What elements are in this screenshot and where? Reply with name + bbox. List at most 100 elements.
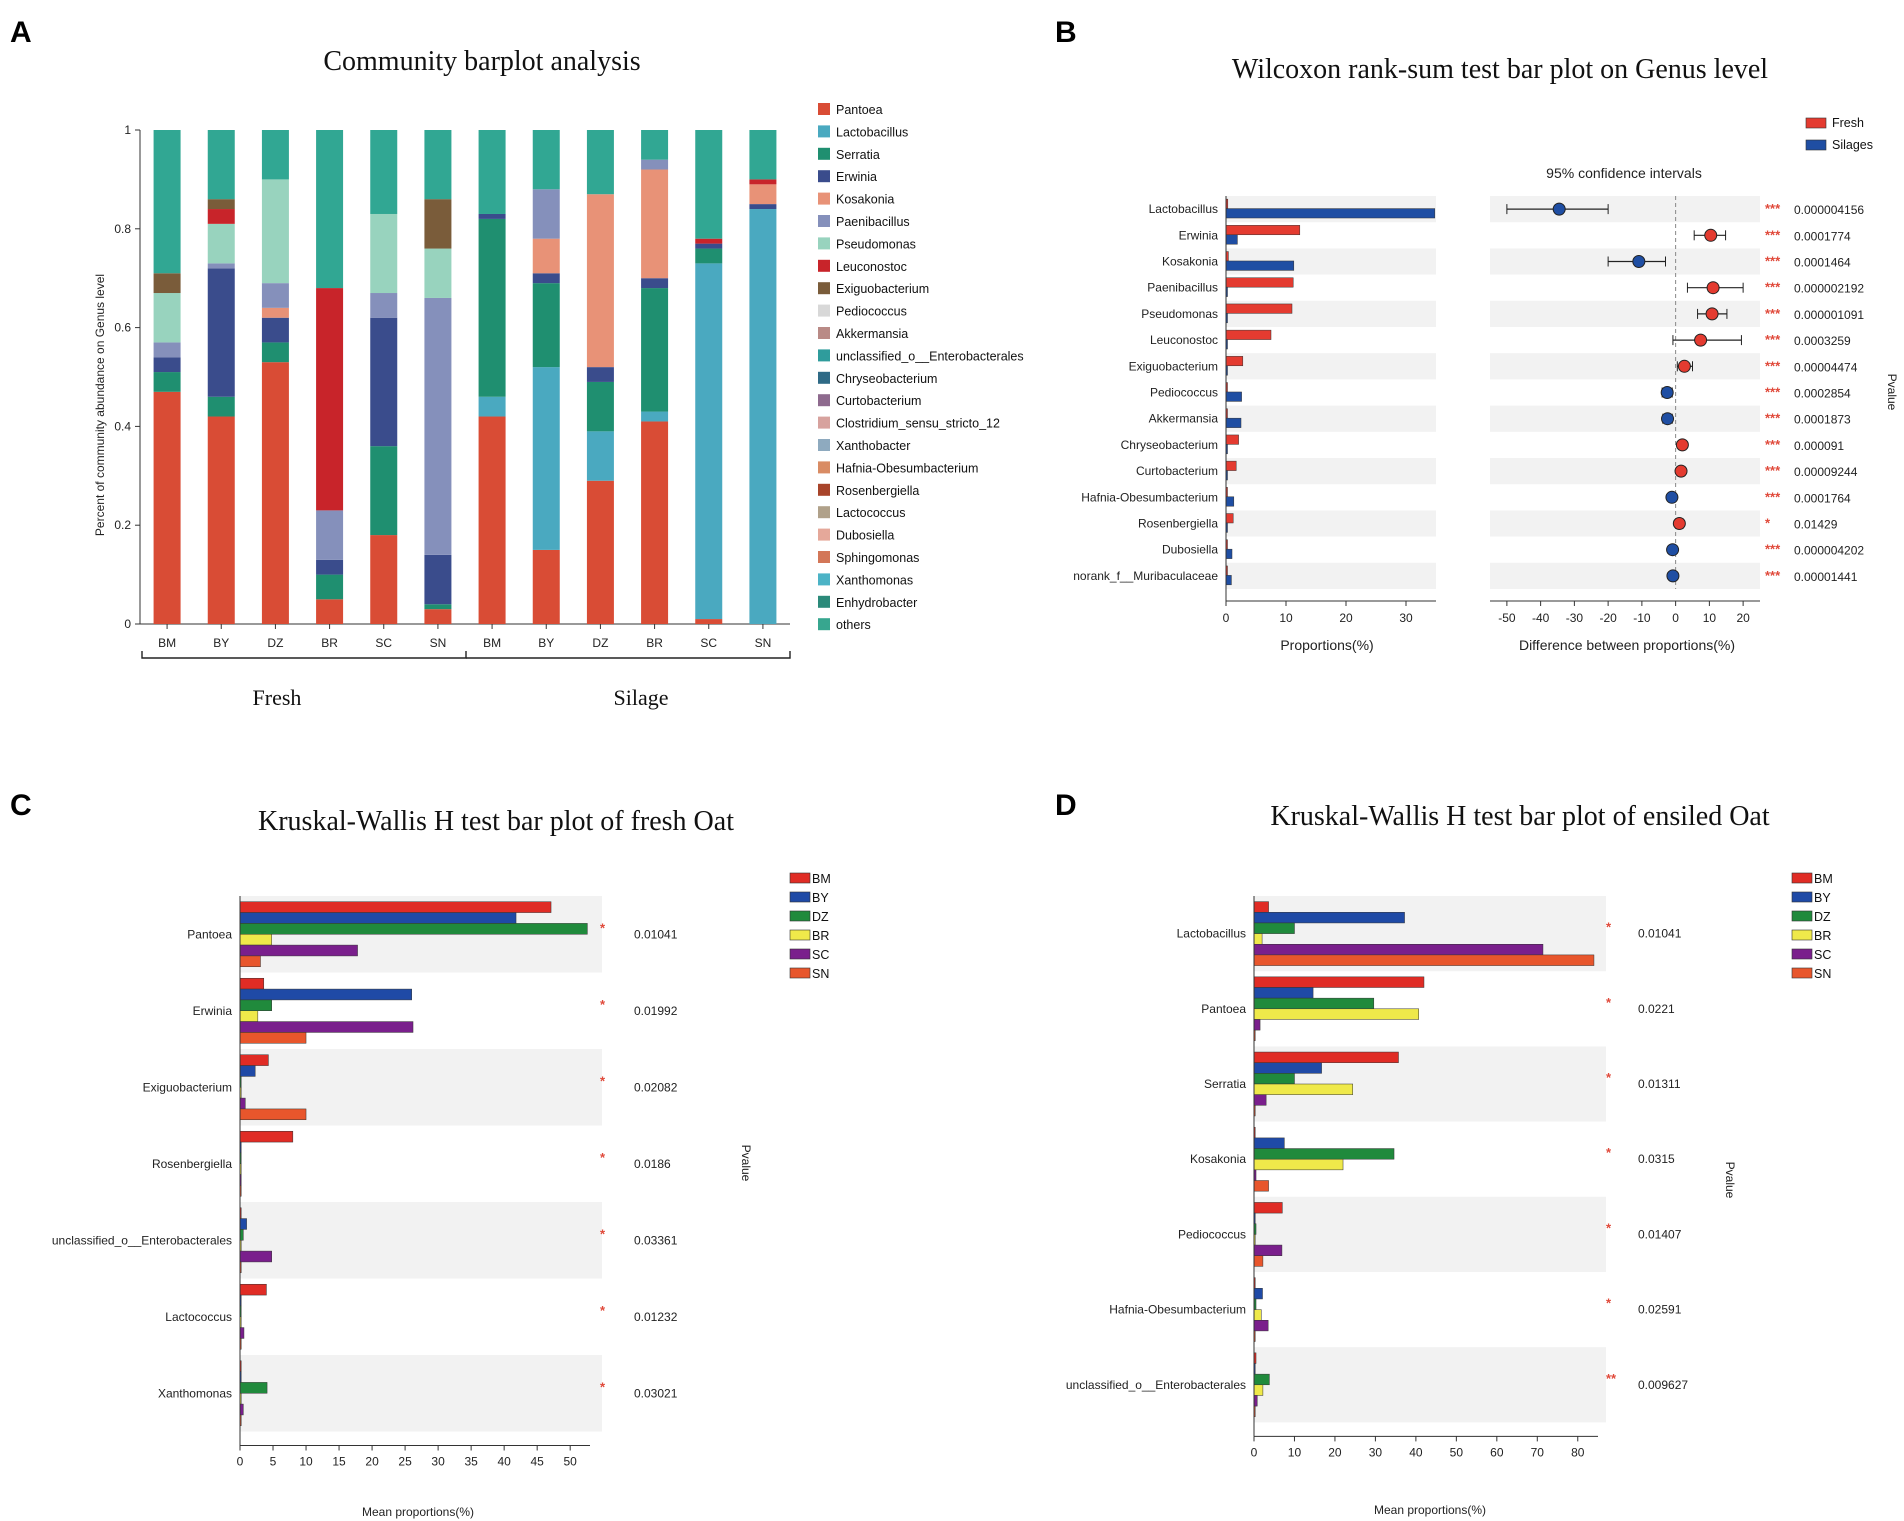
panel-a-bar-segment — [207, 209, 235, 224]
panel-a-bar-segment — [424, 604, 452, 610]
panel-d-kruskal-ensiled: Kruskal-Wallis H test bar plot of ensile… — [1066, 801, 1833, 1517]
panel-a-ytick-label: 0.6 — [114, 321, 131, 335]
panel-b-pvalue: 0.0002854 — [1794, 387, 1851, 401]
kw-pvalue: 0.03021 — [634, 1386, 678, 1400]
panel-a-bar-segment — [261, 130, 289, 180]
panel-a-bar-segment — [586, 431, 614, 481]
panel-a-legend-swatch — [818, 215, 830, 227]
kw-legend-swatch — [1791, 929, 1813, 941]
panel-a-bar-segment — [316, 574, 344, 600]
panel-b-pvalue: 0.000004202 — [1794, 544, 1864, 558]
kw-bar-dz — [1253, 1148, 1395, 1160]
kw-significance-stars: * — [1606, 995, 1612, 1010]
panel-a-legend-label: Enhydrobacter — [836, 596, 917, 610]
panel-b-bar-fresh — [1225, 356, 1244, 367]
panel-a-bar-segment — [749, 179, 777, 185]
panel-b-bar-fresh — [1225, 225, 1301, 236]
kw-legend-swatch — [1791, 948, 1813, 960]
panel-a-legend-label: Lactococcus — [836, 506, 905, 520]
panel-b-significance-stars: *** — [1765, 201, 1781, 216]
panel-b-significance-stars: *** — [1765, 463, 1781, 478]
panel-b-bar-fresh — [1225, 434, 1239, 445]
kw-bar-by — [1253, 1062, 1322, 1074]
kw-category-label: Erwinia — [193, 1004, 233, 1018]
kw-bar-by — [239, 912, 517, 924]
panel-b-significance-stars: *** — [1765, 306, 1781, 321]
kw-legend-label: BM — [1814, 872, 1833, 886]
panel-a-bar-segment — [153, 342, 181, 358]
kw-xtick-label: 30 — [431, 1455, 445, 1469]
panel-a-bar-segment — [424, 199, 452, 249]
panel-b-category-label: Pediococcus — [1150, 386, 1218, 400]
kw-significance-stars: * — [600, 1073, 606, 1088]
panel-a-bar-segment — [153, 357, 181, 373]
panel-a-legend-swatch — [818, 282, 830, 295]
panel-b-significance-stars: *** — [1765, 332, 1781, 347]
panel-a-legend-label: Leuconostoc — [836, 260, 907, 274]
kw-bar-by — [1253, 912, 1405, 924]
panel-a-bar-segment — [749, 130, 777, 180]
kw-row-band — [1254, 1347, 1606, 1423]
kw-xtick-label: 45 — [530, 1455, 544, 1469]
panel-b-diff-point — [1706, 281, 1720, 295]
panel-a-ytick-label: 0 — [124, 617, 131, 631]
kw-significance-stars: * — [600, 1303, 606, 1318]
kw-xtick-label: 10 — [1288, 1445, 1302, 1459]
panel-a-legend-label: Pseudomonas — [836, 237, 916, 251]
panel-a-legend-swatch — [818, 595, 830, 608]
kw-significance-stars: * — [1606, 920, 1612, 935]
panel-a-legend-swatch — [818, 349, 830, 362]
kw-bar-dz — [1253, 1073, 1295, 1085]
kw-bar-by — [239, 1065, 256, 1077]
panel-a-legend-label: Kosakonia — [836, 193, 894, 207]
panel-b-pvalue: 0.00004474 — [1794, 360, 1858, 374]
kw-legend-swatch — [789, 891, 811, 903]
panel-a-bar-segment — [641, 130, 669, 160]
panel-a-legend-label: unclassified_o__Enterobacterales — [836, 349, 1024, 363]
kw-bar-sc — [239, 1250, 272, 1263]
panel-a-bar-segment — [586, 130, 614, 195]
panel-b-diff-point — [1666, 543, 1680, 557]
panel-a-legend-label: Xanthobacter — [836, 439, 910, 453]
panel-b-category-label: Kosakonia — [1162, 255, 1218, 269]
panel-a-bar-segment — [641, 169, 669, 279]
kw-pvalue: 0.03361 — [634, 1233, 678, 1247]
panel-b-pvalue: 0.0001464 — [1794, 256, 1851, 270]
kw-xtick-label: 35 — [464, 1455, 478, 1469]
kw-bar-bm — [1253, 901, 1269, 913]
kw-bar-dz — [239, 1382, 268, 1394]
panel-a-bar-segment — [207, 416, 235, 624]
panel-b-pvalue: 0.000002192 — [1794, 282, 1864, 296]
kw-bar-dz — [1253, 1373, 1270, 1386]
panel-b-diff-point — [1632, 255, 1646, 268]
kw-bar-sc — [1253, 1094, 1267, 1106]
panel-a-legend-swatch — [818, 125, 830, 138]
panel-b-bar-fresh — [1225, 460, 1237, 471]
panel-b-bar-silage — [1225, 260, 1295, 271]
kw-row-band — [240, 1355, 602, 1432]
panel-b-significance-stars: *** — [1765, 358, 1781, 373]
legend-label-fresh: Fresh — [1832, 116, 1864, 130]
panel-a-legend-swatch — [818, 327, 830, 339]
kw-row-band — [1254, 1196, 1606, 1272]
kw-significance-stars: * — [600, 1226, 606, 1241]
kw-legend-swatch — [1791, 967, 1813, 979]
kw-xtick-label: 40 — [1409, 1445, 1423, 1459]
panel-a-bracket-silage — [466, 651, 791, 659]
panel-b-significance-stars: *** — [1765, 568, 1781, 583]
panel-b-left-xtick-label: 10 — [1279, 611, 1293, 625]
panel-a-bar-segment — [153, 293, 181, 343]
kw-bar-br — [1253, 1158, 1344, 1171]
kw-pvalue: 0.01041 — [634, 927, 678, 941]
panel-b-row-band — [1226, 353, 1436, 380]
kw-bar-by — [1253, 1137, 1285, 1149]
panel-b-significance-stars: *** — [1765, 254, 1781, 269]
panel-a-legend-label: Erwinia — [836, 170, 877, 184]
kw-bar-br — [1253, 1309, 1262, 1321]
panel-b-xlabel-left: Proportions(%) — [1280, 637, 1373, 653]
panel-b-right-xtick-label: -30 — [1566, 611, 1584, 625]
kw-significance-stars: * — [1606, 1220, 1612, 1235]
kw-legend-label: SC — [812, 948, 829, 962]
panel-a-bar-segment — [586, 480, 614, 624]
kw-category-label: Serratia — [1204, 1077, 1246, 1091]
